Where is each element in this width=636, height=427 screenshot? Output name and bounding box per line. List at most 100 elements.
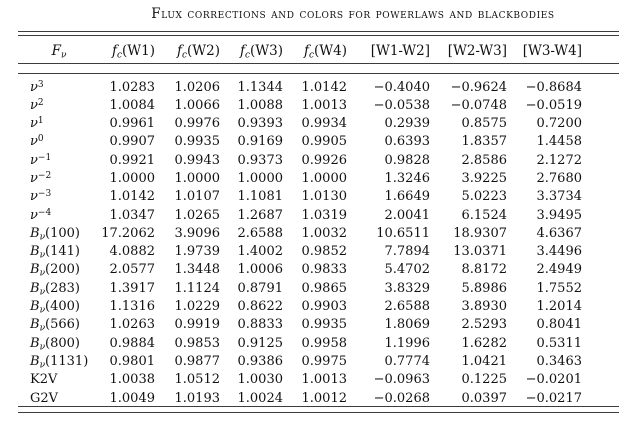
cell-value: −0.0538 [373, 97, 430, 113]
cell-value: 0.9852 [301, 244, 348, 260]
row-label: K2V [30, 372, 58, 388]
table-row: Bν(400) 1.1316 1.0229 0.8622 0.9903 2.65… [18, 298, 619, 316]
cell-value: 2.6588 [384, 299, 431, 315]
cell-value: 0.8575 [461, 116, 508, 132]
row-label: Bν(566) [30, 317, 81, 334]
cell-value: 2.0041 [384, 207, 431, 223]
row-label: ν1 [30, 116, 44, 132]
cell-value: 0.9393 [237, 116, 284, 132]
cell-value: 3.4496 [536, 244, 583, 260]
cell-value: −0.0748 [450, 97, 507, 113]
cell-value: 0.1225 [461, 372, 508, 388]
cell-value: 3.8329 [384, 280, 431, 296]
cell-value: 1.0142 [301, 79, 348, 95]
cell-value: 1.0265 [174, 207, 221, 223]
cell-value: −0.4040 [373, 79, 430, 95]
cell-value: 1.0347 [109, 207, 156, 223]
row-label: G2V [30, 390, 59, 406]
cell-value: 1.2687 [237, 207, 284, 223]
table-row: ν0 0.9907 0.9935 0.9169 0.9905 0.6393 1.… [18, 133, 619, 151]
cell-value: 0.9125 [237, 335, 284, 351]
header-rule-1 [18, 63, 619, 64]
cell-value: 0.9833 [301, 262, 348, 278]
cell-value: 2.7680 [536, 170, 583, 186]
row-label: Bν(400) [30, 299, 81, 316]
table-row: Bν(100) 17.2062 3.9096 2.6588 1.0032 10.… [18, 225, 619, 243]
cell-value: 1.0229 [174, 299, 221, 315]
cell-value: 1.0000 [109, 170, 156, 186]
table-title: Flux corrections and colors for powerlaw… [151, 6, 555, 22]
cell-value: 0.9877 [174, 353, 221, 369]
cell-value: 2.5293 [461, 317, 508, 333]
cell-value: 1.0038 [109, 372, 156, 388]
cell-value: 1.0066 [174, 97, 221, 113]
cell-value: 1.0000 [237, 170, 284, 186]
column-header: [W2-W3] [447, 43, 507, 59]
cell-value: 0.9919 [174, 317, 221, 333]
cell-value: 0.3463 [536, 353, 583, 369]
cell-value: 4.6367 [536, 225, 583, 241]
cell-value: 1.1344 [237, 79, 284, 95]
cell-value: 3.3734 [536, 189, 583, 205]
cell-value: 0.8833 [237, 317, 284, 333]
cell-value: 0.9828 [384, 152, 431, 168]
cell-value: 0.7200 [536, 116, 583, 132]
row-label: ν3 [30, 79, 44, 95]
column-header: fc(W1) [111, 43, 155, 61]
column-header: fc(W2) [176, 43, 220, 61]
cell-value: 1.0206 [174, 79, 221, 95]
top-double-rule-1 [18, 31, 619, 32]
cell-value: 1.0107 [174, 189, 221, 205]
cell-value: 4.0882 [109, 244, 156, 260]
cell-value: −0.0201 [525, 372, 582, 388]
cell-value: −0.0963 [373, 372, 430, 388]
cell-value: 0.9853 [174, 335, 221, 351]
cell-value: 1.3246 [384, 170, 431, 186]
cell-value: 1.9739 [174, 244, 221, 260]
cell-value: 1.0013 [301, 97, 348, 113]
cell-value: 0.8791 [237, 280, 284, 296]
cell-value: 0.9865 [301, 280, 348, 296]
table-row: Bν(800) 0.9884 0.9853 0.9125 0.9958 1.19… [18, 335, 619, 353]
cell-value: 7.7894 [384, 244, 431, 260]
cell-value: 0.2939 [384, 116, 431, 132]
cell-value: 1.1081 [237, 189, 284, 205]
cell-value: 1.0030 [237, 372, 284, 388]
table-row: ν−3 1.0142 1.0107 1.1081 1.0130 1.6649 5… [18, 188, 619, 206]
cell-value: 10.6511 [376, 225, 430, 241]
table-row: Bν(141) 4.0882 1.9739 1.4002 0.9852 7.78… [18, 243, 619, 261]
cell-value: 0.9935 [174, 134, 221, 150]
column-header: [W1-W2] [370, 43, 430, 59]
table-row: Bν(1131) 0.9801 0.9877 0.9386 0.9975 0.7… [18, 353, 619, 371]
cell-value: 1.0024 [237, 390, 284, 406]
cell-value: 0.9934 [301, 116, 348, 132]
row-label: ν2 [30, 97, 44, 113]
cell-value: 6.1524 [461, 207, 508, 223]
cell-value: 0.6393 [384, 134, 431, 150]
row-label: ν−2 [30, 170, 52, 186]
cell-value: 0.8041 [536, 317, 583, 333]
cell-value: 3.9495 [536, 207, 583, 223]
cell-value: 0.9976 [174, 116, 221, 132]
cell-value: 1.1124 [174, 280, 221, 296]
cell-value: 1.0263 [109, 317, 156, 333]
cell-value: 8.8172 [461, 262, 508, 278]
row-label: ν0 [30, 134, 44, 150]
table-row: G2V 1.0049 1.0193 1.0024 1.0012 −0.0268 … [18, 390, 619, 408]
cell-value: 1.3917 [109, 280, 156, 296]
cell-value: −0.0217 [525, 390, 582, 406]
cell-value: 17.2062 [101, 225, 155, 241]
cell-value: 0.9386 [237, 353, 284, 369]
column-header: fc(W3) [239, 43, 283, 61]
cell-value: 1.3448 [174, 262, 221, 278]
cell-value: 3.8930 [461, 299, 508, 315]
cell-value: 1.2014 [536, 299, 583, 315]
row-label: Bν(800) [30, 335, 81, 353]
table-body: ν3 1.0283 1.0206 1.1344 1.0142 −0.4040 −… [18, 79, 619, 408]
bottom-double-rule-2 [18, 412, 619, 413]
cell-value: 5.0223 [461, 189, 508, 205]
table-row: K2V 1.0038 1.0512 1.0030 1.0013 −0.0963 … [18, 371, 619, 389]
cell-value: 1.0512 [174, 372, 221, 388]
cell-value: 0.5311 [536, 335, 583, 351]
cell-value: −0.0519 [525, 97, 582, 113]
